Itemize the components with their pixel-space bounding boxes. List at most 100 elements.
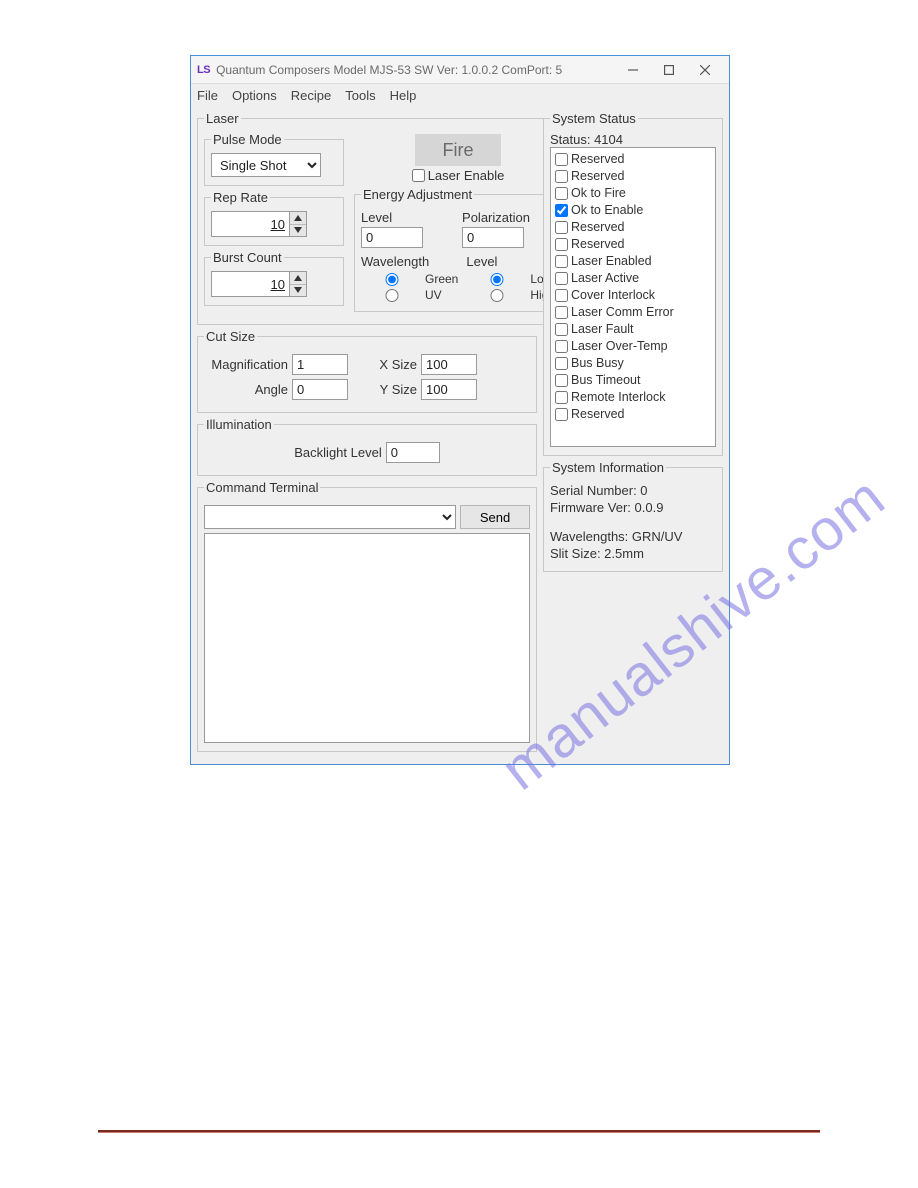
- status-checkbox[interactable]: [555, 323, 568, 336]
- status-item: Remote Interlock: [555, 389, 711, 406]
- menu-help[interactable]: Help: [390, 88, 417, 103]
- system-information-legend: System Information: [550, 460, 666, 475]
- status-item-label: Ok to Fire: [571, 185, 626, 202]
- chevron-up-icon[interactable]: [290, 212, 306, 225]
- status-checkbox[interactable]: [555, 306, 568, 319]
- menubar: File Options Recipe Tools Help: [191, 84, 729, 109]
- status-item: Reserved: [555, 219, 711, 236]
- system-status-legend: System Status: [550, 111, 638, 126]
- energy-adjustment-group: Energy Adjustment Level Polarization: [354, 187, 562, 312]
- wavelength-label: Wavelength: [361, 254, 458, 269]
- status-checkbox[interactable]: [555, 357, 568, 370]
- status-checkbox[interactable]: [555, 238, 568, 251]
- status-item: Reserved: [555, 151, 711, 168]
- burst-count-spinner[interactable]: [289, 271, 307, 297]
- status-item: Reserved: [555, 236, 711, 253]
- status-item: Cover Interlock: [555, 287, 711, 304]
- status-checkbox[interactable]: [555, 374, 568, 387]
- rep-rate-input[interactable]: [211, 211, 289, 237]
- level2-label: Level: [466, 254, 555, 269]
- app-logo: LS: [197, 64, 210, 76]
- status-item: Reserved: [555, 406, 711, 423]
- pulse-mode-legend: Pulse Mode: [211, 132, 284, 147]
- status-checkbox[interactable]: [555, 170, 568, 183]
- rep-rate-group: Rep Rate: [204, 190, 344, 246]
- chevron-down-icon[interactable]: [290, 285, 306, 297]
- laser-enable-label: Laser Enable: [428, 168, 505, 183]
- pulse-mode-select[interactable]: Single Shot: [211, 153, 321, 177]
- minimize-button[interactable]: [615, 58, 651, 82]
- status-item-label: Laser Over-Temp: [571, 338, 668, 355]
- status-checkbox[interactable]: [555, 408, 568, 421]
- menu-tools[interactable]: Tools: [345, 88, 375, 103]
- status-item: Bus Timeout: [555, 372, 711, 389]
- firmware-version: Firmware Ver: 0.0.9: [550, 500, 716, 515]
- chevron-down-icon[interactable]: [290, 225, 306, 237]
- status-item: Laser Active: [555, 270, 711, 287]
- status-checkbox[interactable]: [555, 204, 568, 217]
- status-item: Laser Over-Temp: [555, 338, 711, 355]
- energy-level-label: Level: [361, 210, 454, 225]
- menu-file[interactable]: File: [197, 88, 218, 103]
- send-button[interactable]: Send: [460, 505, 530, 529]
- illumination-group: Illumination Backlight Level: [197, 417, 537, 476]
- command-select[interactable]: [204, 505, 456, 529]
- x-size-input[interactable]: [421, 354, 477, 375]
- status-checkbox[interactable]: [555, 221, 568, 234]
- slit-size: Slit Size: 2.5mm: [550, 546, 716, 561]
- backlight-input[interactable]: [386, 442, 440, 463]
- close-button[interactable]: [687, 58, 723, 82]
- status-item-label: Laser Active: [571, 270, 639, 287]
- laser-enable-checkbox[interactable]: [412, 169, 425, 182]
- menu-options[interactable]: Options: [232, 88, 277, 103]
- status-checkbox[interactable]: [555, 391, 568, 404]
- status-item-label: Reserved: [571, 236, 625, 253]
- status-item-label: Laser Fault: [571, 321, 634, 338]
- magnification-input[interactable]: [292, 354, 348, 375]
- status-checkbox[interactable]: [555, 187, 568, 200]
- titlebar: LS Quantum Composers Model MJS-53 SW Ver…: [191, 56, 729, 84]
- burst-count-input[interactable]: [211, 271, 289, 297]
- status-checkbox[interactable]: [555, 153, 568, 166]
- wavelength-green-radio[interactable]: [361, 273, 423, 286]
- status-item-label: Cover Interlock: [571, 287, 655, 304]
- status-checkbox[interactable]: [555, 272, 568, 285]
- fire-button[interactable]: Fire: [415, 134, 501, 166]
- status-list: ReservedReservedOk to FireOk to EnableRe…: [550, 147, 716, 447]
- status-item-label: Ok to Enable: [571, 202, 643, 219]
- status-item-label: Bus Busy: [571, 355, 624, 372]
- polarization-input[interactable]: [462, 227, 524, 248]
- menu-recipe[interactable]: Recipe: [291, 88, 331, 103]
- pulse-mode-group: Pulse Mode Single Shot: [204, 132, 344, 186]
- laser-legend: Laser: [204, 111, 241, 126]
- illumination-legend: Illumination: [204, 417, 274, 432]
- status-item: Laser Fault: [555, 321, 711, 338]
- status-checkbox[interactable]: [555, 289, 568, 302]
- status-item-label: Reserved: [571, 406, 625, 423]
- status-checkbox[interactable]: [555, 255, 568, 268]
- energy-legend: Energy Adjustment: [361, 187, 474, 202]
- y-size-input[interactable]: [421, 379, 477, 400]
- level-high-radio[interactable]: [466, 289, 528, 302]
- wavelength-uv-radio[interactable]: [361, 289, 423, 302]
- angle-label: Angle: [204, 382, 288, 397]
- status-item-label: Laser Enabled: [571, 253, 652, 270]
- status-item: Laser Enabled: [555, 253, 711, 270]
- status-checkbox[interactable]: [555, 340, 568, 353]
- status-item: Bus Busy: [555, 355, 711, 372]
- system-information-group: System Information Serial Number: 0 Firm…: [543, 460, 723, 572]
- status-item: Ok to Enable: [555, 202, 711, 219]
- rep-rate-spinner[interactable]: [289, 211, 307, 237]
- status-item: Ok to Fire: [555, 185, 711, 202]
- energy-level-input[interactable]: [361, 227, 423, 248]
- cut-size-group: Cut Size Magnification Angle X Size Y Si…: [197, 329, 537, 413]
- chevron-up-icon[interactable]: [290, 272, 306, 285]
- angle-input[interactable]: [292, 379, 348, 400]
- window-title: Quantum Composers Model MJS-53 SW Ver: 1…: [216, 63, 562, 77]
- maximize-button[interactable]: [651, 58, 687, 82]
- burst-count-group: Burst Count: [204, 250, 344, 306]
- magnification-label: Magnification: [204, 357, 288, 372]
- backlight-label: Backlight Level: [294, 445, 381, 460]
- level-low-radio[interactable]: [466, 273, 528, 286]
- polarization-label: Polarization: [462, 210, 555, 225]
